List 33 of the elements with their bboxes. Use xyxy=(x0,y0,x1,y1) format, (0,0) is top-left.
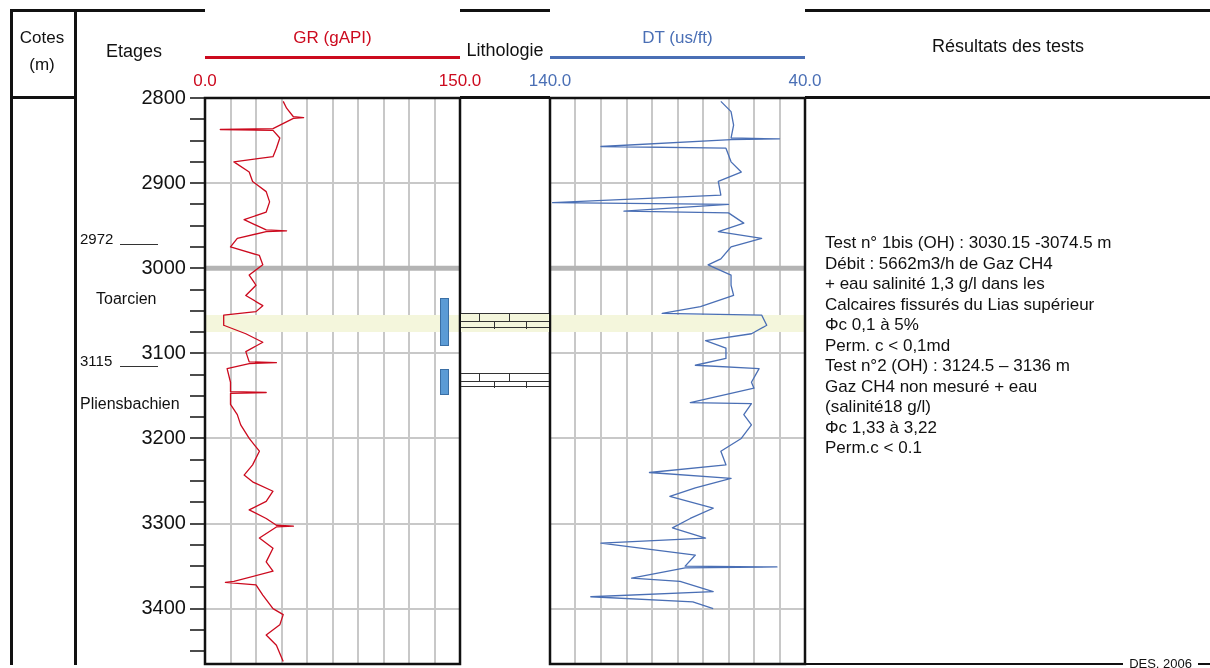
text: Résultats des tests xyxy=(930,36,1086,57)
text: DES. 2006 xyxy=(1123,656,1198,668)
y-tick-label: 2900 xyxy=(141,170,186,193)
y-axis-title: Cotes (m) xyxy=(19,28,65,75)
text: Φc 0,1 à 5% xyxy=(825,315,920,336)
text: Calcaires fissurés du Lias supérieur xyxy=(825,294,1096,315)
y-tick-label: 3000 xyxy=(141,255,186,278)
text: Test n°2 (OH) : 3124.5 – 3136 m xyxy=(825,356,1071,377)
text: Φc 1,33 à 3,22 xyxy=(825,417,938,438)
text: Perm.c < 0.1 xyxy=(825,438,923,459)
x-tick-label: 150.0 xyxy=(438,71,482,91)
text: Etages xyxy=(106,40,163,61)
text: Perm. c < 0,1md xyxy=(825,335,952,356)
text: Gaz CH4 non mesuré + eau xyxy=(825,376,1039,397)
y-tick-label: 2800 xyxy=(141,85,186,108)
text: 3115 xyxy=(80,352,113,370)
text: 2972 xyxy=(80,230,114,248)
text: Toarcien xyxy=(96,290,157,308)
x-tick-label: 40.0 xyxy=(788,71,822,91)
text: Débit : 5662m3/h de Gaz CH4 xyxy=(825,253,1054,274)
text: Pliensbachien xyxy=(80,395,180,413)
y-tick-label: 3100 xyxy=(141,340,186,363)
text: Test n° 1bis (OH) : 3030.15 -3074.5 m xyxy=(825,233,1113,254)
y-tick-label: 3200 xyxy=(141,425,186,448)
text: Lithologie xyxy=(465,40,545,61)
text: + eau salinité 1,3 g/l dans les xyxy=(825,274,1046,295)
x-tick-label: 0.0 xyxy=(193,71,217,91)
x-axis-title: GR (gAPI) xyxy=(293,27,372,47)
text: (salinité18 g/l) xyxy=(825,397,932,418)
y-tick-label: 3400 xyxy=(141,596,186,619)
x-axis-title: DT (us/ft) xyxy=(642,27,713,47)
y-tick-label: 3300 xyxy=(141,511,186,534)
x-tick-label: 140.0 xyxy=(528,71,572,91)
